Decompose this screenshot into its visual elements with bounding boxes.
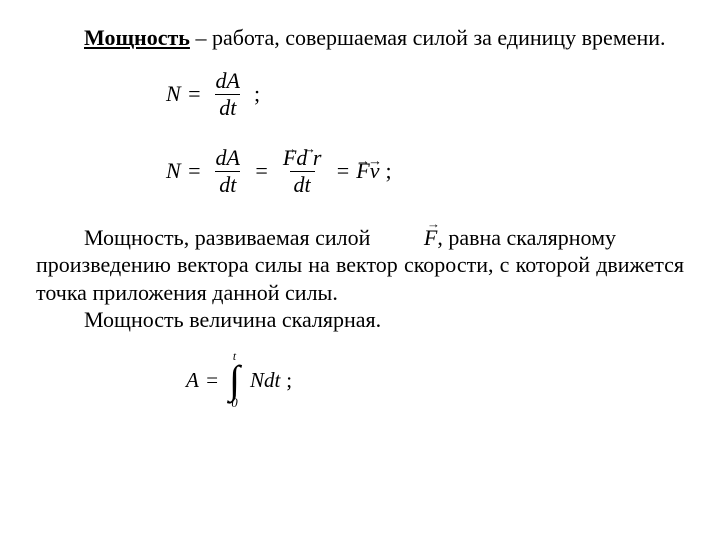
equation-2: N = dA dt = Fd r dt = Fv ; [36, 147, 684, 196]
paragraph-2: Мощность, развиваемая силой →F, равна ск… [36, 224, 684, 252]
eq2-Fv: Fv [356, 157, 379, 185]
paragraph-2-line2: произведению вектора силы на вектор скор… [36, 251, 684, 306]
eq2-N: N [166, 157, 181, 185]
p2-line1a: Мощность, развиваемая силой [84, 225, 376, 250]
equation-1-row: N = dA dt ; [166, 70, 684, 119]
equation-2-row: N = dA dt = Fd r dt = Fv ; [166, 147, 684, 196]
eq3-lower: 0 [231, 397, 237, 410]
eq1-num: dA [212, 70, 244, 94]
eq3-equals: = [205, 367, 219, 393]
eq3-semicolon: ; [286, 367, 292, 393]
term-power: Мощность [84, 25, 190, 50]
equation-1: N = dA dt ; [36, 70, 684, 119]
eq3-integrand: Ndt [250, 367, 280, 393]
eq2-frac1-num: dA [212, 147, 244, 171]
eq1-semicolon: ; [254, 80, 260, 108]
eq1-den: dt [215, 94, 240, 119]
intro-rest: – работа, совершаемая силой за единицу в… [190, 25, 666, 50]
eq2-frac1-den: dt [215, 171, 240, 196]
eq2-equals-2: = [254, 157, 269, 185]
vec-F-1: F [283, 147, 296, 169]
equation-3-row: A = t ∫ 0 Ndt ; [186, 352, 684, 410]
eq1-fraction: dA dt [212, 70, 244, 119]
inline-vec-F: →F [376, 224, 437, 252]
integral-symbol: ∫ [229, 363, 240, 397]
equation-3: A = t ∫ 0 Ndt ; [36, 352, 684, 410]
paragraph-2-line3: Мощность величина скалярная. [36, 306, 684, 334]
eq2-equals-3: = [335, 157, 350, 185]
eq2-frac-1: dA dt [212, 147, 244, 196]
eq1-equals: = [187, 80, 202, 108]
eq2-frac2-num: Fd r [279, 147, 326, 171]
eq3-A: A [186, 367, 199, 393]
integral-icon: t ∫ 0 [229, 352, 240, 410]
eq1-N: N [166, 80, 181, 108]
vec-v: v [370, 157, 380, 185]
eq2-equals-1: = [187, 157, 202, 185]
vec-dr: d r [296, 147, 321, 169]
eq2-frac-2: Fd r dt [279, 147, 326, 196]
document-page: Мощность – работа, совершаемая силой за … [0, 0, 720, 540]
eq2-semicolon: ; [385, 157, 391, 185]
eq2-frac2-den: dt [290, 171, 315, 196]
p2-line1b: , равна скалярному [437, 225, 616, 250]
arrow-over-icon: → [374, 217, 440, 232]
intro-paragraph: Мощность – работа, совершаемая силой за … [36, 24, 684, 52]
